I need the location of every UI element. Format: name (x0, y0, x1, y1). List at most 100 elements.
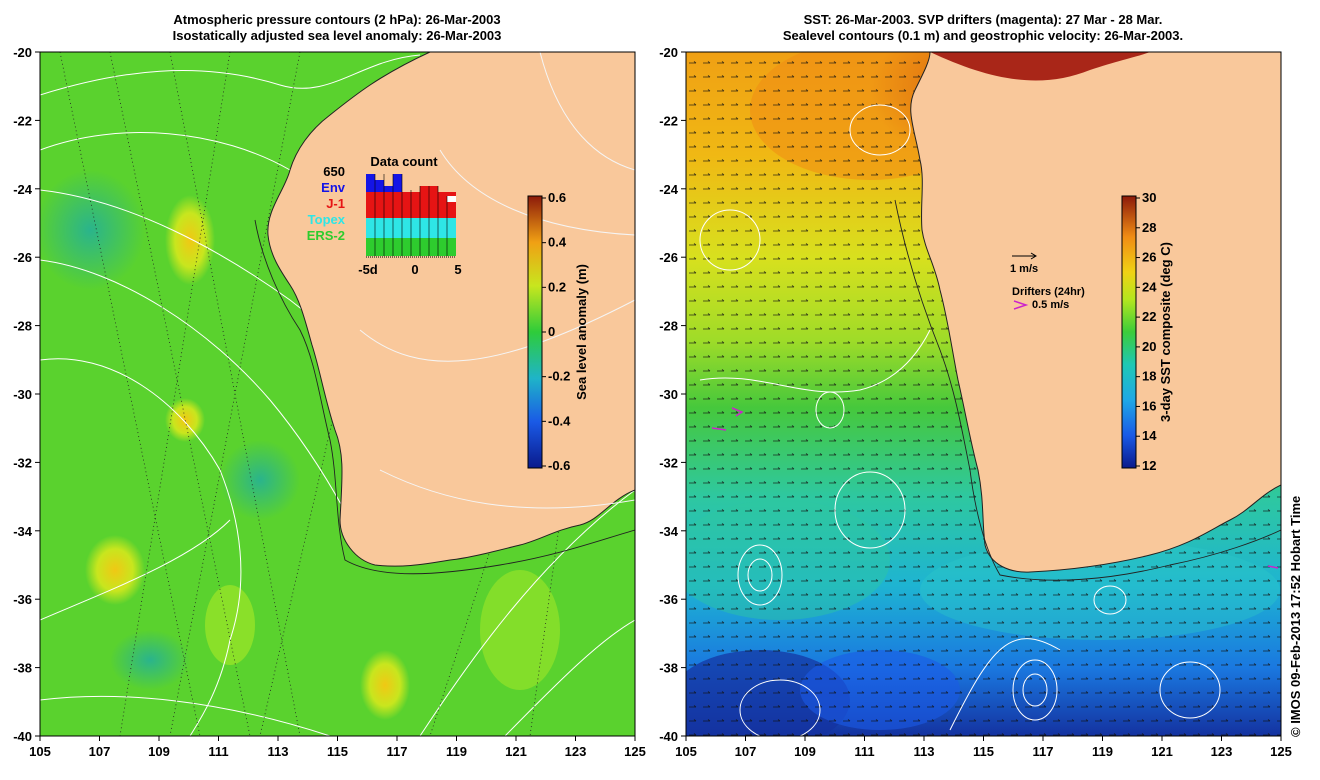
right-x-tick-label: 111 (854, 744, 874, 759)
left-title-line2: Isostatically adjusted sea level anomaly… (173, 28, 502, 43)
right-colorbar: 30 28 26 24 22 20 18 16 14 12 3-day SST composite… (1121, 190, 1173, 473)
colorbar-tick-label: 18 (1142, 369, 1156, 384)
drifter-arrow-icon (1013, 300, 1029, 310)
inset-x-tick-2: 5 (454, 262, 461, 277)
left-y-tick-label: -36 (13, 592, 32, 607)
colorbar-tick-label: 26 (1142, 250, 1156, 265)
left-y-tick-label: -24 (13, 182, 33, 197)
left-title-line1: Atmospheric pressure contours (2 hPa): 2… (173, 12, 500, 27)
legend-env: Env (321, 180, 346, 195)
inset-x-tick-1: 0 (411, 262, 418, 277)
left-x-tick-label: 121 (505, 744, 527, 759)
colorbar-tick-label: 0.4 (548, 235, 567, 250)
inset-x-tick-0: -5d (358, 262, 378, 277)
right-x-tick-label: 105 (675, 744, 697, 759)
right-title: SST: 26-Mar-2003. SVP drifters (magenta)… (783, 12, 1183, 43)
right-map[interactable]: 1 m/s Drifters (24hr) 0.5 m/s (670, 10, 1281, 750)
left-x-tick-label: 125 (624, 744, 646, 759)
left-x-tick-label: 111 (208, 744, 228, 759)
right-y-tick-label: -38 (659, 661, 678, 676)
axis-ticks: 105 107 109 111 113 115 117 119 121 123 125-20-22-… (13, 45, 1292, 759)
sealevel-contours (699, 104, 1221, 736)
right-y-tick-label: -40 (659, 729, 678, 744)
colorbar-tick-label: 14 (1142, 428, 1157, 443)
inset-title: Data count (370, 154, 438, 169)
right-x-tick-label: 113 (914, 744, 935, 759)
colorbar-tick-label: 22 (1142, 309, 1156, 324)
left-y-tick-label: -40 (13, 729, 32, 744)
credit-text: © IMOS 09-Feb-2013 17:52 Hobart Time (1288, 496, 1303, 737)
australia-land-right (910, 52, 1281, 573)
legend-topex: Topex (308, 212, 346, 227)
legend-ers2: ERS-2 (307, 228, 345, 243)
australia-land (267, 52, 635, 567)
land-contours (359, 52, 635, 509)
right-x-tick-label: 115 (973, 744, 994, 759)
right-y-tick-label: -30 (659, 387, 678, 402)
right-x-tick-label: 125 (1270, 744, 1292, 759)
drifters-legend: Drifters (24hr) 0.5 m/s (1012, 286, 1085, 311)
right-x-tick-label: 123 (1211, 744, 1233, 759)
left-y-tick-label: -20 (13, 45, 32, 60)
svp-drifters (711, 407, 1279, 569)
left-y-tick-label: -38 (13, 661, 32, 676)
right-y-tick-label: -28 (659, 319, 678, 334)
drifters-legend-speed: 0.5 m/s (1032, 299, 1069, 311)
right-colorbar-label: 3-day SST composite (deg C) (1158, 242, 1173, 422)
left-map[interactable] (35, 52, 635, 736)
colorbar-tick-label: 24 (1142, 279, 1157, 294)
left-y-tick-label: -34 (13, 524, 33, 539)
left-y-tick-label: -26 (13, 250, 32, 265)
left-title: Atmospheric pressure contours (2 hPa): 2… (173, 12, 502, 43)
colorbar-tick-label: 16 (1142, 398, 1156, 413)
legend-j1: J-1 (326, 196, 345, 211)
colorbar-tick-label: -0.6 (548, 458, 570, 473)
right-title-line2: Sealevel contours (0.1 m) and geostrophi… (783, 28, 1183, 43)
left-x-tick-label: 109 (148, 744, 170, 759)
right-y-tick-label: -26 (659, 250, 678, 265)
colorbar-tick-label: -0.2 (548, 369, 570, 384)
colorbar-tick-label: 0 (548, 324, 555, 339)
right-y-tick-label: -36 (659, 592, 678, 607)
left-x-tick-label: 119 (446, 744, 467, 759)
right-x-tick-label: 109 (794, 744, 816, 759)
right-colorbar-ticks: 30 28 26 24 22 20 18 16 14 12 (1136, 190, 1157, 473)
right-y-tick-label: -22 (659, 113, 678, 128)
colorbar-tick-label: 12 (1142, 458, 1156, 473)
inset-bars (366, 174, 456, 258)
inset-max-label: 650 (323, 164, 345, 179)
right-x-tick-label: 119 (1092, 744, 1113, 759)
colorbar-tick-label: 0.6 (548, 190, 566, 205)
velocity-scale: 1 m/s (1010, 252, 1038, 275)
right-title-line1: SST: 26-Mar-2003. SVP drifters (magenta)… (804, 12, 1163, 27)
velocity-scale-label: 1 m/s (1010, 263, 1038, 275)
shelf-isobath-right (894, 199, 1281, 581)
left-colorbar-ticks: 0.6 0.4 0.2 0 -0.2 -0.4 -0.6 (542, 190, 571, 473)
data-count-inset: Data count 650 Env J-1 Topex ERS-2 (307, 154, 462, 277)
left-x-tick-label: 123 (565, 744, 587, 759)
left-colorbar-label: Sea level anomaly (m) (574, 264, 589, 400)
right-y-tick-label: -24 (659, 182, 679, 197)
left-x-tick-label: 113 (268, 744, 289, 759)
left-y-tick-label: -32 (13, 455, 32, 470)
right-y-tick-label: -32 (659, 455, 678, 470)
right-x-tick-label: 107 (735, 744, 757, 759)
right-y-tick-label: -34 (659, 524, 679, 539)
left-colorbar: 0.6 0.4 0.2 0 -0.2 -0.4 -0.6 Sea level anomaly… (527, 190, 589, 473)
left-y-tick-label: -22 (13, 113, 32, 128)
shelf-isobath (254, 219, 635, 575)
colorbar-tick-label: -0.4 (548, 413, 571, 428)
left-y-tick-label: -28 (13, 319, 32, 334)
left-x-tick-label: 107 (89, 744, 111, 759)
left-y-tick-label: -30 (13, 387, 32, 402)
right-x-tick-label: 117 (1033, 744, 1054, 759)
drifters-legend-title: Drifters (24hr) (1012, 286, 1085, 298)
colorbar-tick-label: 0.2 (548, 279, 566, 294)
left-x-tick-label: 117 (387, 744, 408, 759)
right-x-tick-label: 121 (1151, 744, 1173, 759)
right-y-tick-label: -20 (659, 45, 678, 60)
colorbar-tick-label: 20 (1142, 339, 1156, 354)
left-x-tick-label: 105 (29, 744, 51, 759)
colorbar-tick-label: 28 (1142, 220, 1156, 235)
